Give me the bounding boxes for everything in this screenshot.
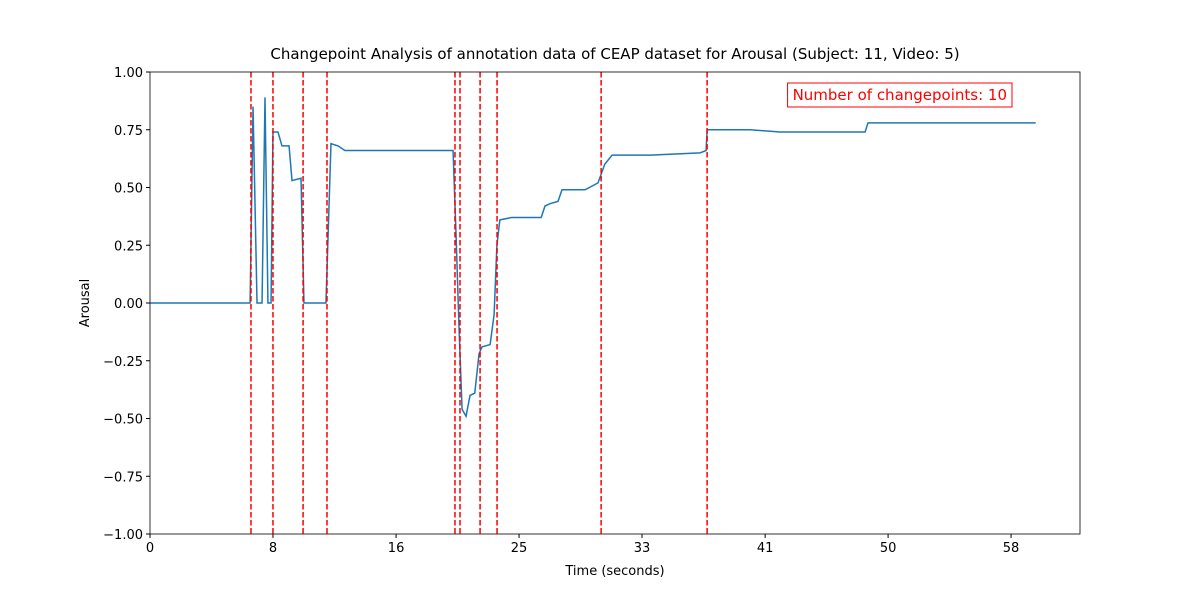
data-line <box>150 97 1036 419</box>
annotation: Number of changepoints: 10 <box>793 86 1007 104</box>
y-tick-label: −1.00 <box>103 528 143 543</box>
y-tick-label: −0.50 <box>103 413 143 428</box>
x-tick-label: 8 <box>269 541 277 556</box>
x-tick-label: 25 <box>511 541 528 556</box>
y-tick-label: 0.00 <box>114 297 143 312</box>
x-tick-label: 16 <box>388 541 405 556</box>
chart-title: Changepoint Analysis of annotation data … <box>270 45 959 63</box>
x-axis-label: Time (seconds) <box>564 564 664 579</box>
x-tick-label: 0 <box>146 541 154 556</box>
y-tick-label: −0.25 <box>103 355 143 370</box>
x-tick-label: 50 <box>880 541 897 556</box>
y-tick-label: 1.00 <box>114 66 143 81</box>
axes-frame <box>149 71 1081 535</box>
y-tick-label: −0.75 <box>103 470 143 485</box>
x-tick-label: 58 <box>1003 541 1020 556</box>
x-tick-label: 33 <box>634 541 651 556</box>
y-axis-label: Arousal <box>78 279 93 328</box>
y-tick-label: 0.75 <box>114 124 143 139</box>
annotation-box <box>787 82 1013 108</box>
x-tick-label: 41 <box>757 541 774 556</box>
y-tick-label: 0.25 <box>114 239 143 254</box>
y-tick-label: 0.50 <box>114 182 143 197</box>
